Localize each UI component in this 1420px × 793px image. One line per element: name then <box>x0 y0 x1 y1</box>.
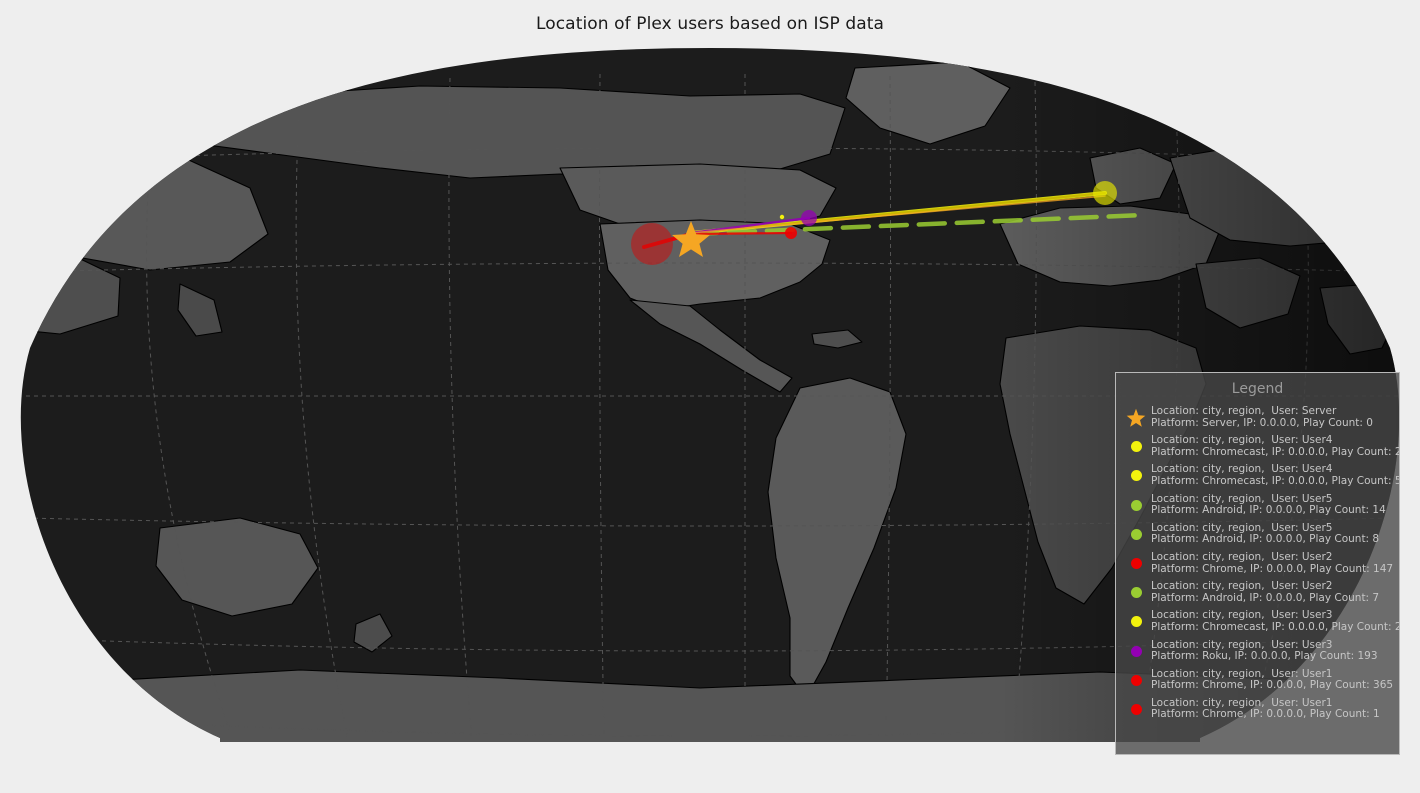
dot-icon <box>1123 432 1149 461</box>
legend-entry[interactable]: Location: city, region, User: User4 Platf… <box>1116 432 1399 461</box>
page-title: Location of Plex users based on ISP data <box>535 14 885 34</box>
legend-entry[interactable]: Location: city, region, User: User1 Platf… <box>1116 666 1399 695</box>
marker-chromecast-yellow-small[interactable] <box>779 214 785 220</box>
legend-entry-location-line: Location: city, region, User: User1 <box>1151 696 1333 709</box>
legend-entry-location-line: Location: city, region, User: User1 <box>1151 667 1333 680</box>
legend-entry[interactable]: Location: city, region, User: User1 Platf… <box>1116 695 1399 724</box>
dot-swatch <box>1130 470 1142 482</box>
legend-entry-platform-line: Platform: Chromecast, IP: 0.0.0.0, Play … <box>1151 474 1400 487</box>
legend-entry[interactable]: Location: city, region, User: User4 Platf… <box>1116 461 1399 490</box>
legend-entry-location-line: Location: city, region, User: User4 <box>1151 434 1333 447</box>
legend-entry-text: Location: city, region, User: User1 Platf… <box>1149 667 1399 692</box>
map-markers[interactable] <box>631 181 1117 265</box>
dot-icon <box>1123 666 1149 695</box>
legend-entry-list: Location: city, region, User: Server Plat… <box>1116 403 1399 724</box>
legend-entry-location-line: Location: city, region, User: User2 <box>1151 580 1333 593</box>
legend-entry-platform-line: Platform: Chromecast, IP: 0.0.0.0, Play … <box>1151 445 1400 458</box>
dot-swatch <box>1130 616 1142 628</box>
legend-entry[interactable]: Location: city, region, User: User2 Platf… <box>1116 549 1399 578</box>
legend-entry-location-line: Location: city, region, User: Server <box>1151 405 1337 417</box>
dot-swatch <box>1130 703 1142 715</box>
legend-entry-platform-line: Platform: Roku, IP: 0.0.0.0, Play Count:… <box>1151 650 1378 663</box>
dot-swatch <box>1130 499 1142 511</box>
line-server-to-android-europe <box>688 212 1148 237</box>
legend-entry[interactable]: Location: city, region, User: User2 Platf… <box>1116 578 1399 607</box>
server-star-icon[interactable] <box>672 221 710 257</box>
dot-swatch <box>1130 645 1142 657</box>
legend-entry-location-line: Location: city, region, User: User3 <box>1151 638 1333 651</box>
connection-lines <box>642 191 1148 249</box>
dot-swatch <box>1130 587 1142 599</box>
dot-icon <box>1123 461 1149 490</box>
legend-entry-text: Location: city, region, User: User4 Platf… <box>1149 434 1400 458</box>
legend-entry-platform-line: Platform: Server, IP: 0.0.0.0, Play Coun… <box>1151 416 1373 429</box>
dot-icon <box>1123 637 1149 666</box>
legend-entry-text: Location: city, region, User: User5 Platf… <box>1149 492 1399 517</box>
legend-entry-text: Location: city, region, User: User5 Platf… <box>1149 521 1399 546</box>
legend-entry[interactable]: Location: city, region, User: User5 Platf… <box>1116 520 1399 549</box>
dot-icon <box>1123 607 1149 636</box>
dot-icon <box>1123 578 1149 607</box>
line-server-to-chrome-east <box>689 231 793 236</box>
legend-entry-location-line: Location: city, region, User: User2 <box>1151 550 1333 563</box>
marker-chrome-red-east[interactable] <box>785 227 797 239</box>
dot-swatch <box>1130 528 1142 540</box>
marker-chromecast-yellow-europe[interactable] <box>1093 181 1117 205</box>
legend-entry-text: Location: city, region, User: User1 Platf… <box>1149 696 1399 721</box>
legend-entry-platform-line: Platform: Android, IP: 0.0.0.0, Play Cou… <box>1151 591 1380 604</box>
legend-entry-text: Location: city, region, User: User3 Platf… <box>1149 610 1399 633</box>
legend-entry[interactable]: Location: city, region, User: User3 Platf… <box>1116 637 1399 666</box>
marker-roku-purple-east[interactable] <box>801 210 817 226</box>
legend-entry-location-line: Location: city, region, User: User5 <box>1151 492 1333 505</box>
legend-entry[interactable]: Location: city, region, User: User5 Platf… <box>1116 491 1399 520</box>
legend-entry-text: Location: city, region, User: User3 Platf… <box>1149 638 1399 663</box>
legend-entry-location-line: Location: city, region, User: User3 <box>1151 609 1333 622</box>
line-server-accent <box>690 195 1106 234</box>
dot-icon <box>1123 695 1149 724</box>
legend-entry-platform-line: Platform: Chrome, IP: 0.0.0.0, Play Coun… <box>1151 679 1394 692</box>
legend-entry-location-line: Location: city, region, User: User4 <box>1151 463 1333 476</box>
legend-entry-text: Location: city, region, User: User4 Platf… <box>1149 464 1399 487</box>
legend-panel[interactable]: Legend Location: city, region, User: Ser… <box>1115 372 1400 755</box>
dot-swatch <box>1130 674 1142 686</box>
dot-icon <box>1123 520 1149 549</box>
legend-entry-platform-line: Platform: Android, IP: 0.0.0.0, Play Cou… <box>1151 533 1380 546</box>
legend-entry-text: Location: city, region, User: Server Plat… <box>1149 405 1399 429</box>
dot-swatch <box>1130 441 1142 453</box>
legend-entry-platform-line: Platform: Chromecast, IP: 0.0.0.0, Play … <box>1151 620 1400 633</box>
legend-entry-platform-line: Platform: Chrome, IP: 0.0.0.0, Play Coun… <box>1151 562 1394 575</box>
legend-entry-text: Location: city, region, User: User2 Platf… <box>1149 550 1399 575</box>
legend-entry-platform-line: Platform: Android, IP: 0.0.0.0, Play Cou… <box>1151 504 1386 517</box>
legend-entry-text: Location: city, region, User: User2 Platf… <box>1149 580 1399 604</box>
legend-entry[interactable]: Location: city, region, User: Server Plat… <box>1116 403 1399 432</box>
marker-chrome-red-west[interactable] <box>631 223 673 265</box>
legend-entry-location-line: Location: city, region, User: User5 <box>1151 521 1333 534</box>
dot-icon <box>1123 491 1149 520</box>
star-icon <box>1123 403 1149 432</box>
legend-entry[interactable]: Location: city, region, User: User3 Platf… <box>1116 607 1399 636</box>
legend-title: Legend <box>1231 381 1284 397</box>
dot-icon <box>1123 549 1149 578</box>
dot-swatch <box>1130 558 1142 570</box>
legend-entry-platform-line: Platform: Chrome, IP: 0.0.0.0, Play Coun… <box>1151 708 1380 721</box>
